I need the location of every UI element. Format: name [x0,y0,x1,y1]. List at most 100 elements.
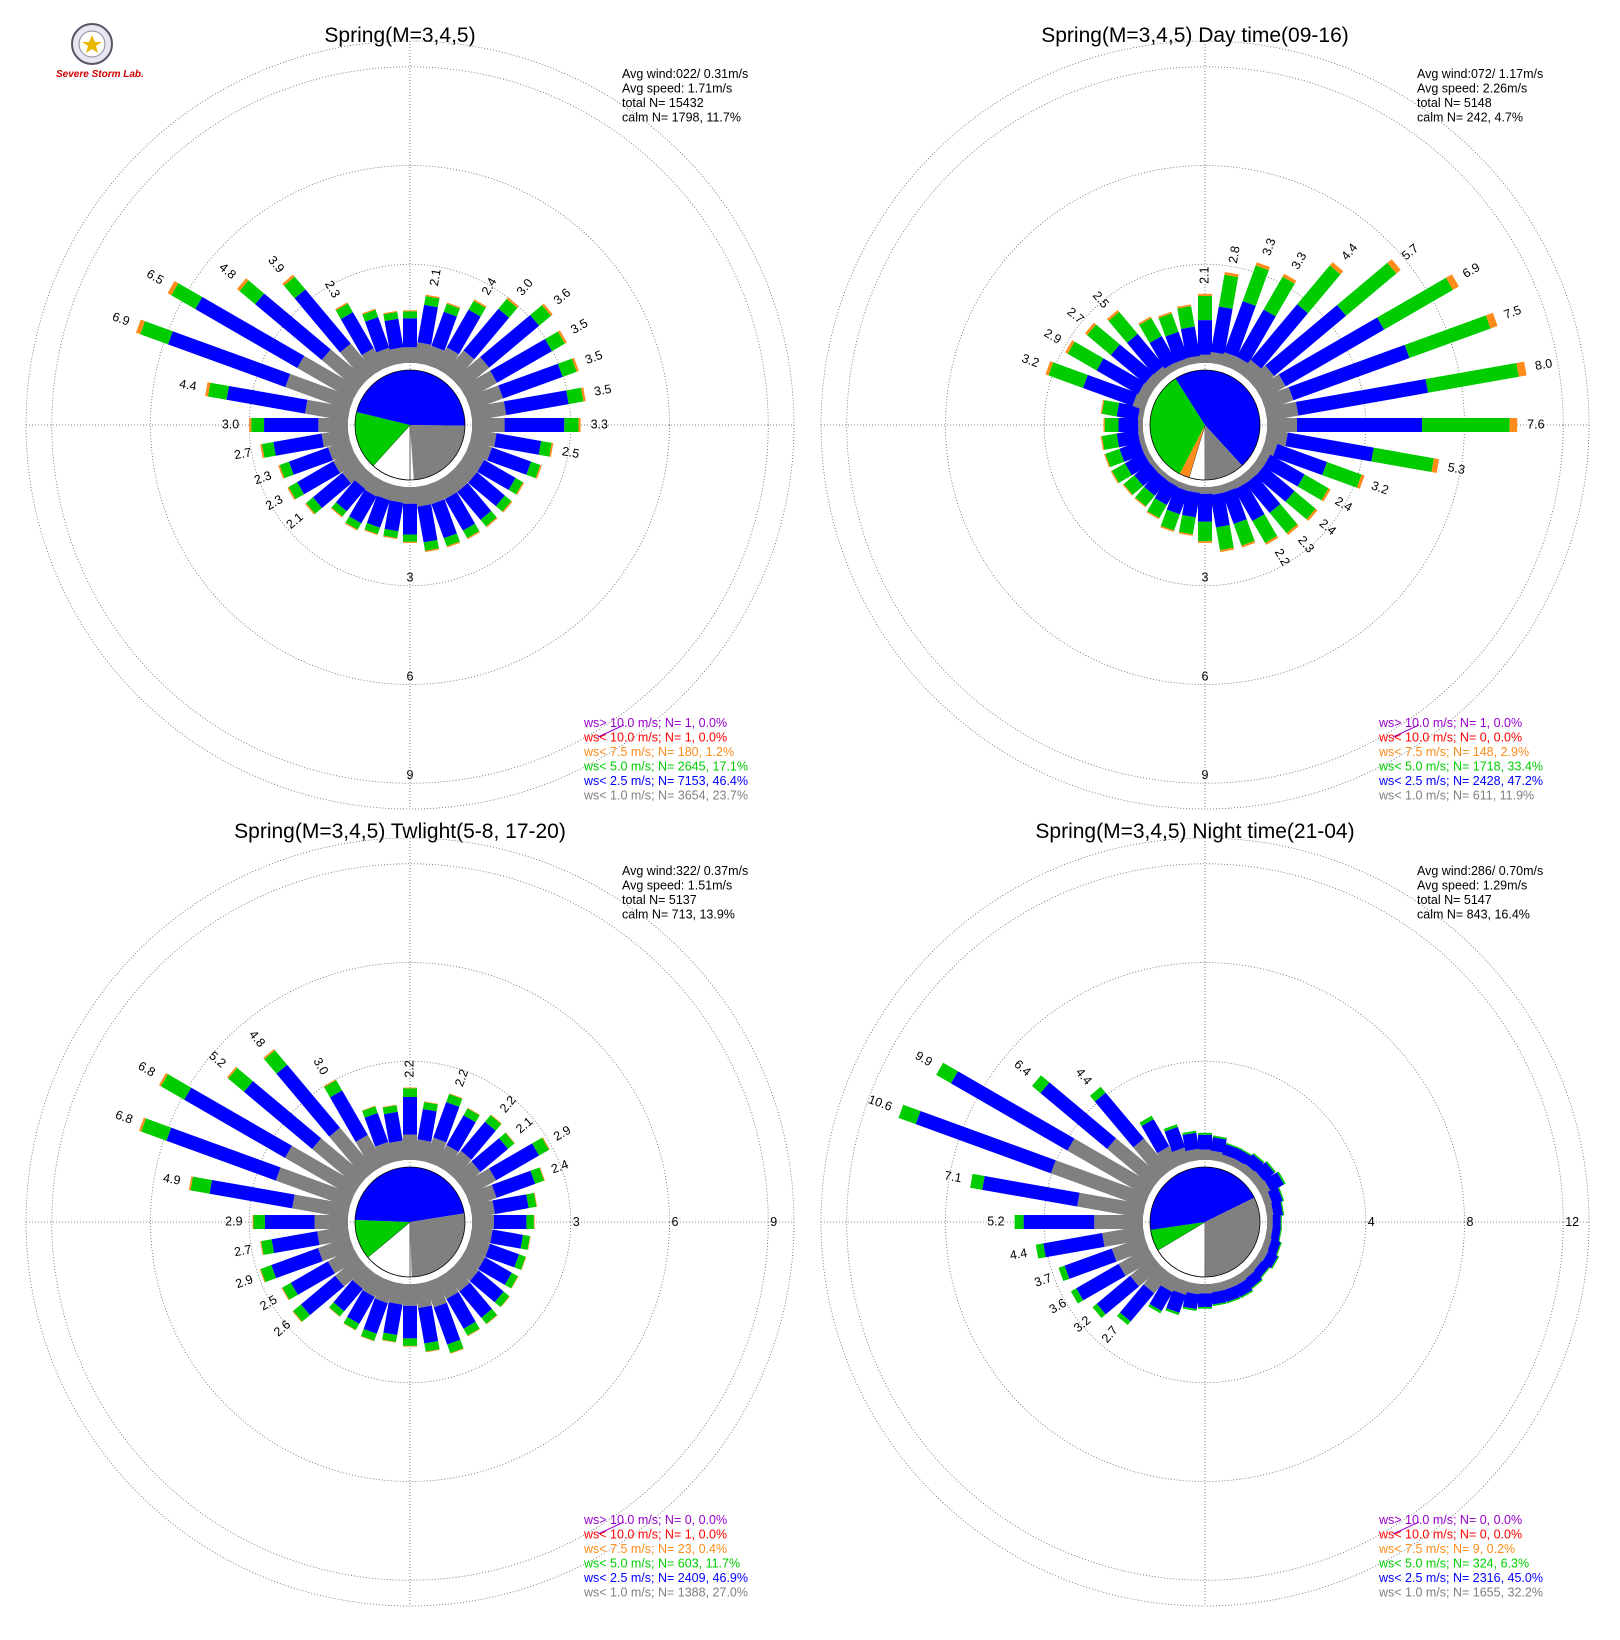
bar-segment-ws75 [205,382,211,397]
direction-bar [344,475,386,531]
outer-ring [820,837,1590,1607]
direction-bar [1198,1132,1212,1160]
bar-segment-ws25 [491,1170,536,1198]
bar-segment-ws25 [1096,358,1145,395]
bar-segment-ws5 [423,539,439,551]
bar-segment-ws25 [1182,490,1201,518]
bar-segment-ws1 [452,1256,479,1282]
bar-segment-ws75 [1104,453,1111,468]
bar-value-label: 3.6 [551,285,573,307]
bar-segment-ws75 [500,1296,510,1308]
bar-segment-ws1 [1111,1236,1150,1262]
bar-segment-ws1 [342,459,368,484]
direction-bar [259,1236,355,1283]
bar-value-label: 4.4 [178,377,198,394]
bar-segment-ws1 [297,355,360,401]
bar-segment-ws1 [460,1246,486,1270]
direction-bar [1198,487,1212,543]
bar-segment-ws1 [304,399,351,422]
ring [248,1060,572,1384]
bar-segment-ws1 [1133,1138,1171,1180]
direction-bar [1260,1187,1285,1208]
legend-entry-ws25: ws< 2.5 m/s; N= 2428, 47.2% [1378,774,1543,788]
bar-segment-ws75 [516,482,525,495]
bar-segment-ws5 [1160,509,1180,531]
bar-value-label: 2.7 [233,445,253,462]
legend-entry-ws75: ws< 7.5 m/s; N= 23, 0.4% [583,1542,727,1556]
bar-segment-ws5 [324,1080,343,1098]
direction-bar [898,1104,1150,1208]
bar-segment-ws75 [1282,273,1297,284]
direction-bar [970,1173,1146,1219]
ring-label: 9 [407,768,414,782]
direction-bar [452,1256,510,1308]
bar-segment-ws25 [1118,418,1139,432]
bar-segment-ws75 [425,294,440,299]
bar-value-label: 9.9 [913,1048,935,1069]
bar-segment-ws5 [1277,1171,1286,1185]
ring-label: 3 [407,571,414,585]
bar-segment-ws5 [1135,486,1155,507]
direction-bar [1104,439,1150,468]
bar-segment-ws75 [249,418,252,432]
bar-segment-ws75 [1138,316,1152,326]
bar-segment-ws1 [434,1144,459,1172]
bar-segment-ws25 [226,385,308,414]
bar-segment-ws5 [1067,341,1104,371]
bar-segment-ws25 [403,503,417,535]
bar-segment-ws5 [447,1339,464,1354]
direction-bar [1116,1264,1171,1326]
bar-segment-ws1 [465,385,504,411]
bar-segment-ws5 [1280,1215,1282,1229]
bar-segment-ws75 [167,280,179,296]
bar-segment-ws5 [160,1074,192,1100]
bar-segment-ws25 [1265,305,1347,377]
bar-segment-ws25 [1141,1119,1170,1154]
bar-segment-ws75 [1431,458,1440,473]
bar-segment-ws5 [526,1193,537,1209]
ring-label: 4 [1368,1215,1375,1229]
direction-bar [424,480,461,548]
bar-segment-ws5 [424,1341,440,1352]
legend-entry-ws10g: ws> 10.0 m/s; N= 0, 0.0% [583,1513,727,1527]
bar-segment-ws5 [544,331,565,352]
bar-segment-ws5 [260,1265,277,1283]
bar-segment-ws1 [1208,1281,1225,1293]
bar-segment-ws25 [1040,1082,1117,1149]
bar-segment-ws1 [1264,1225,1273,1241]
bar-segment-ws1 [1264,401,1299,422]
bar-segment-ws25 [1023,1215,1095,1229]
bar-value-label: 2.8 [1226,245,1243,265]
bar-segment-ws5 [403,311,417,319]
bar-segment-ws75 [450,1348,464,1354]
bar-value-label: 4.9 [162,1171,182,1188]
direction-bar [1247,259,1401,391]
bar-segment-ws1 [329,1127,376,1180]
bar-segment-ws25 [459,1282,493,1318]
bar-segment-ws25 [431,499,457,539]
bar-segment-ws25 [1267,1238,1281,1256]
bar-value-label: 3.5 [583,348,604,367]
bar-segment-ws5 [1275,1242,1282,1256]
direction-bar [1208,271,1239,366]
bar-value-label: 6.9 [110,310,131,329]
bar-segment-ws5 [1198,521,1212,542]
direction-bar [403,1087,417,1160]
bar-segment-ws5 [1070,1288,1084,1304]
bar-segment-ws75 [1100,436,1105,451]
bar-segment-ws5 [520,1234,531,1250]
bar-segment-ws25 [166,1127,281,1181]
bar-segment-ws75 [403,541,417,543]
bar-segment-ws1 [335,1256,368,1287]
bar-segment-ws5 [190,1176,212,1194]
bar-segment-ws5 [382,1105,398,1115]
bar-value-label: 2.4 [479,275,500,297]
bar-segment-ws25 [1166,486,1189,515]
direction-bar [1264,361,1527,422]
bar-segment-ws1 [424,1277,447,1308]
bar-value-label: 2.1 [427,268,444,288]
bar-value-label: 2.3 [1295,533,1317,555]
bar-segment-ws25 [1250,304,1308,369]
bar-segment-ws1 [327,1246,360,1274]
bar-segment-ws1 [1050,1160,1150,1208]
